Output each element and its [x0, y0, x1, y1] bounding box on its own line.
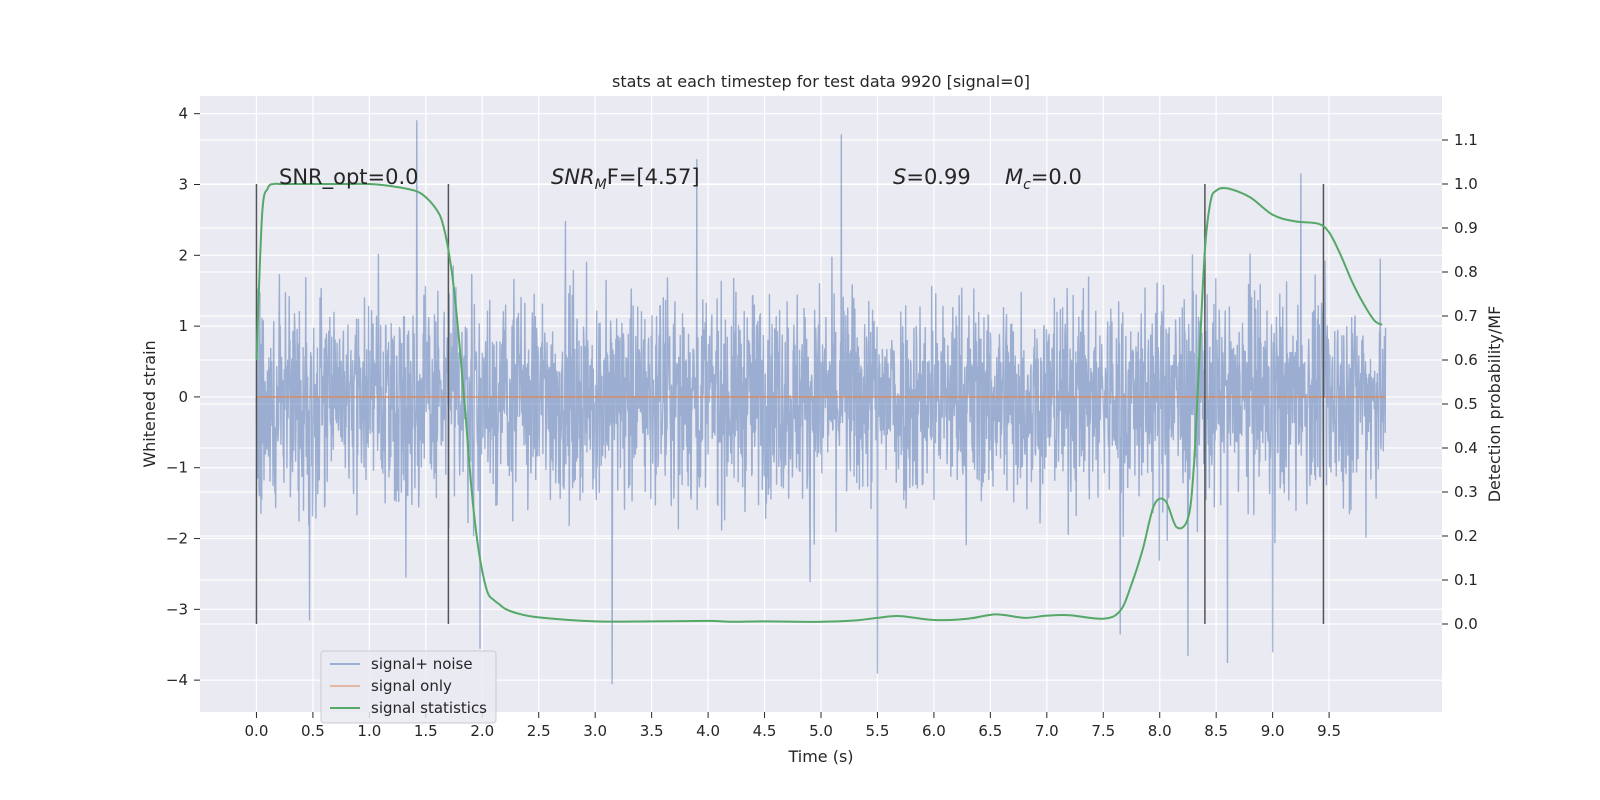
annotation-snr-mf-sub: M — [595, 177, 607, 193]
x-tick-label: 4.5 — [753, 722, 777, 740]
y2-tick-label: 0.9 — [1454, 219, 1478, 237]
legend-label-signal-only: signal only — [371, 677, 452, 695]
legend-box — [320, 650, 497, 724]
x-tick-label: 1.5 — [414, 722, 438, 740]
x-axis-ticks: 0.0 0.5 1.0 1.5 2.0 2.5 3.0 3.5 4.0 4.5 5.0 5.5 6.0 6… — [245, 712, 1341, 740]
y2-tick-label: 0.5 — [1454, 395, 1478, 413]
y-axis-label: Whitened strain — [140, 340, 159, 467]
y2-tick-label: 0.6 — [1454, 351, 1478, 369]
x-tick-label: 1.0 — [357, 722, 381, 740]
x-tick-label: 5.0 — [809, 722, 833, 740]
x-tick-label: 0.5 — [301, 722, 325, 740]
y-tick-label: −2 — [166, 530, 188, 548]
y-tick-label: 3 — [178, 176, 188, 194]
chart-title: stats at each timestep for test data 992… — [612, 72, 1030, 91]
y-tick-label: 4 — [178, 105, 188, 123]
y2-tick-label: 0.4 — [1454, 439, 1478, 457]
y-tick-label: 2 — [178, 246, 188, 264]
x-tick-label: 2.5 — [527, 722, 551, 740]
legend-label-signal-plus-noise: signal+ noise — [371, 655, 473, 673]
y2-tick-label: 0.7 — [1454, 307, 1478, 325]
x-tick-label: 0.0 — [245, 722, 269, 740]
x-tick-label: 9.5 — [1317, 722, 1341, 740]
annotation-s-prefix: S — [893, 165, 906, 189]
annotation-snr-opt: SNR_opt=0.0 — [279, 165, 419, 190]
x-tick-label: 8.5 — [1204, 722, 1228, 740]
annotation-mc-value: =0.0 — [1031, 165, 1082, 189]
y-tick-label: −4 — [166, 671, 188, 689]
y2-tick-label: 0.1 — [1454, 571, 1478, 589]
series-line-signal-plus-noise — [255, 120, 1387, 685]
series-signal-plus-noise — [255, 120, 1387, 685]
x-axis-label: Time (s) — [787, 747, 853, 766]
x-tick-label: 6.0 — [922, 722, 946, 740]
legend-label-signal-statistics: signal statistics — [371, 699, 487, 717]
annotation-mc-sub: c — [1023, 177, 1031, 193]
y2-tick-label: 0.0 — [1454, 615, 1478, 633]
annotation-snr-mf-suffix: F=[4.57] — [607, 165, 700, 189]
y2-axis-ticks: 1.1 1.0 0.9 0.8 0.7 0.6 0.5 0.4 0.3 0.2 0.1 0.0 — [1442, 131, 1478, 633]
y-axis-ticks: 4 3 2 1 0 −1 −2 −3 −4 — [166, 105, 200, 689]
annotation-s-value: =0.99 — [906, 165, 970, 189]
annotation-mc-prefix: M — [1005, 165, 1023, 189]
x-tick-label: 5.5 — [866, 722, 890, 740]
x-tick-label: 3.5 — [640, 722, 664, 740]
x-tick-label: 7.0 — [1035, 722, 1059, 740]
y2-tick-label: 0.8 — [1454, 263, 1478, 281]
series-signal-statistics — [255, 182, 1383, 623]
annotation-mc: Mc=0.0 — [1005, 165, 1082, 193]
y-tick-label: 1 — [178, 317, 188, 335]
y2-axis-label: Detection probability/MF — [1485, 306, 1504, 503]
annotation-snr-mf-prefix: SNR — [551, 165, 595, 189]
x-tick-label: 4.0 — [696, 722, 720, 740]
x-tick-label: 9.0 — [1261, 722, 1285, 740]
y-tick-label: −3 — [166, 600, 188, 618]
y2-tick-label: 1.0 — [1454, 175, 1478, 193]
x-tick-label: 8.0 — [1148, 722, 1172, 740]
legend: signal+ noise signal only signal statist… — [320, 650, 497, 724]
annotation-s: S=0.99 — [893, 165, 971, 189]
y-tick-label: 0 — [178, 388, 188, 406]
y2-tick-label: 0.3 — [1454, 483, 1478, 501]
x-tick-label: 3.0 — [583, 722, 607, 740]
y2-tick-label: 1.1 — [1454, 131, 1478, 149]
annotation-snr-mf: SNRMF=[4.57] — [551, 165, 700, 193]
y2-tick-label: 0.2 — [1454, 527, 1478, 545]
x-tick-label: 6.5 — [978, 722, 1002, 740]
x-tick-label: 2.0 — [470, 722, 494, 740]
series-line-signal-statistics — [255, 182, 1383, 623]
y-tick-label: −1 — [166, 459, 188, 477]
x-tick-label: 7.5 — [1091, 722, 1115, 740]
